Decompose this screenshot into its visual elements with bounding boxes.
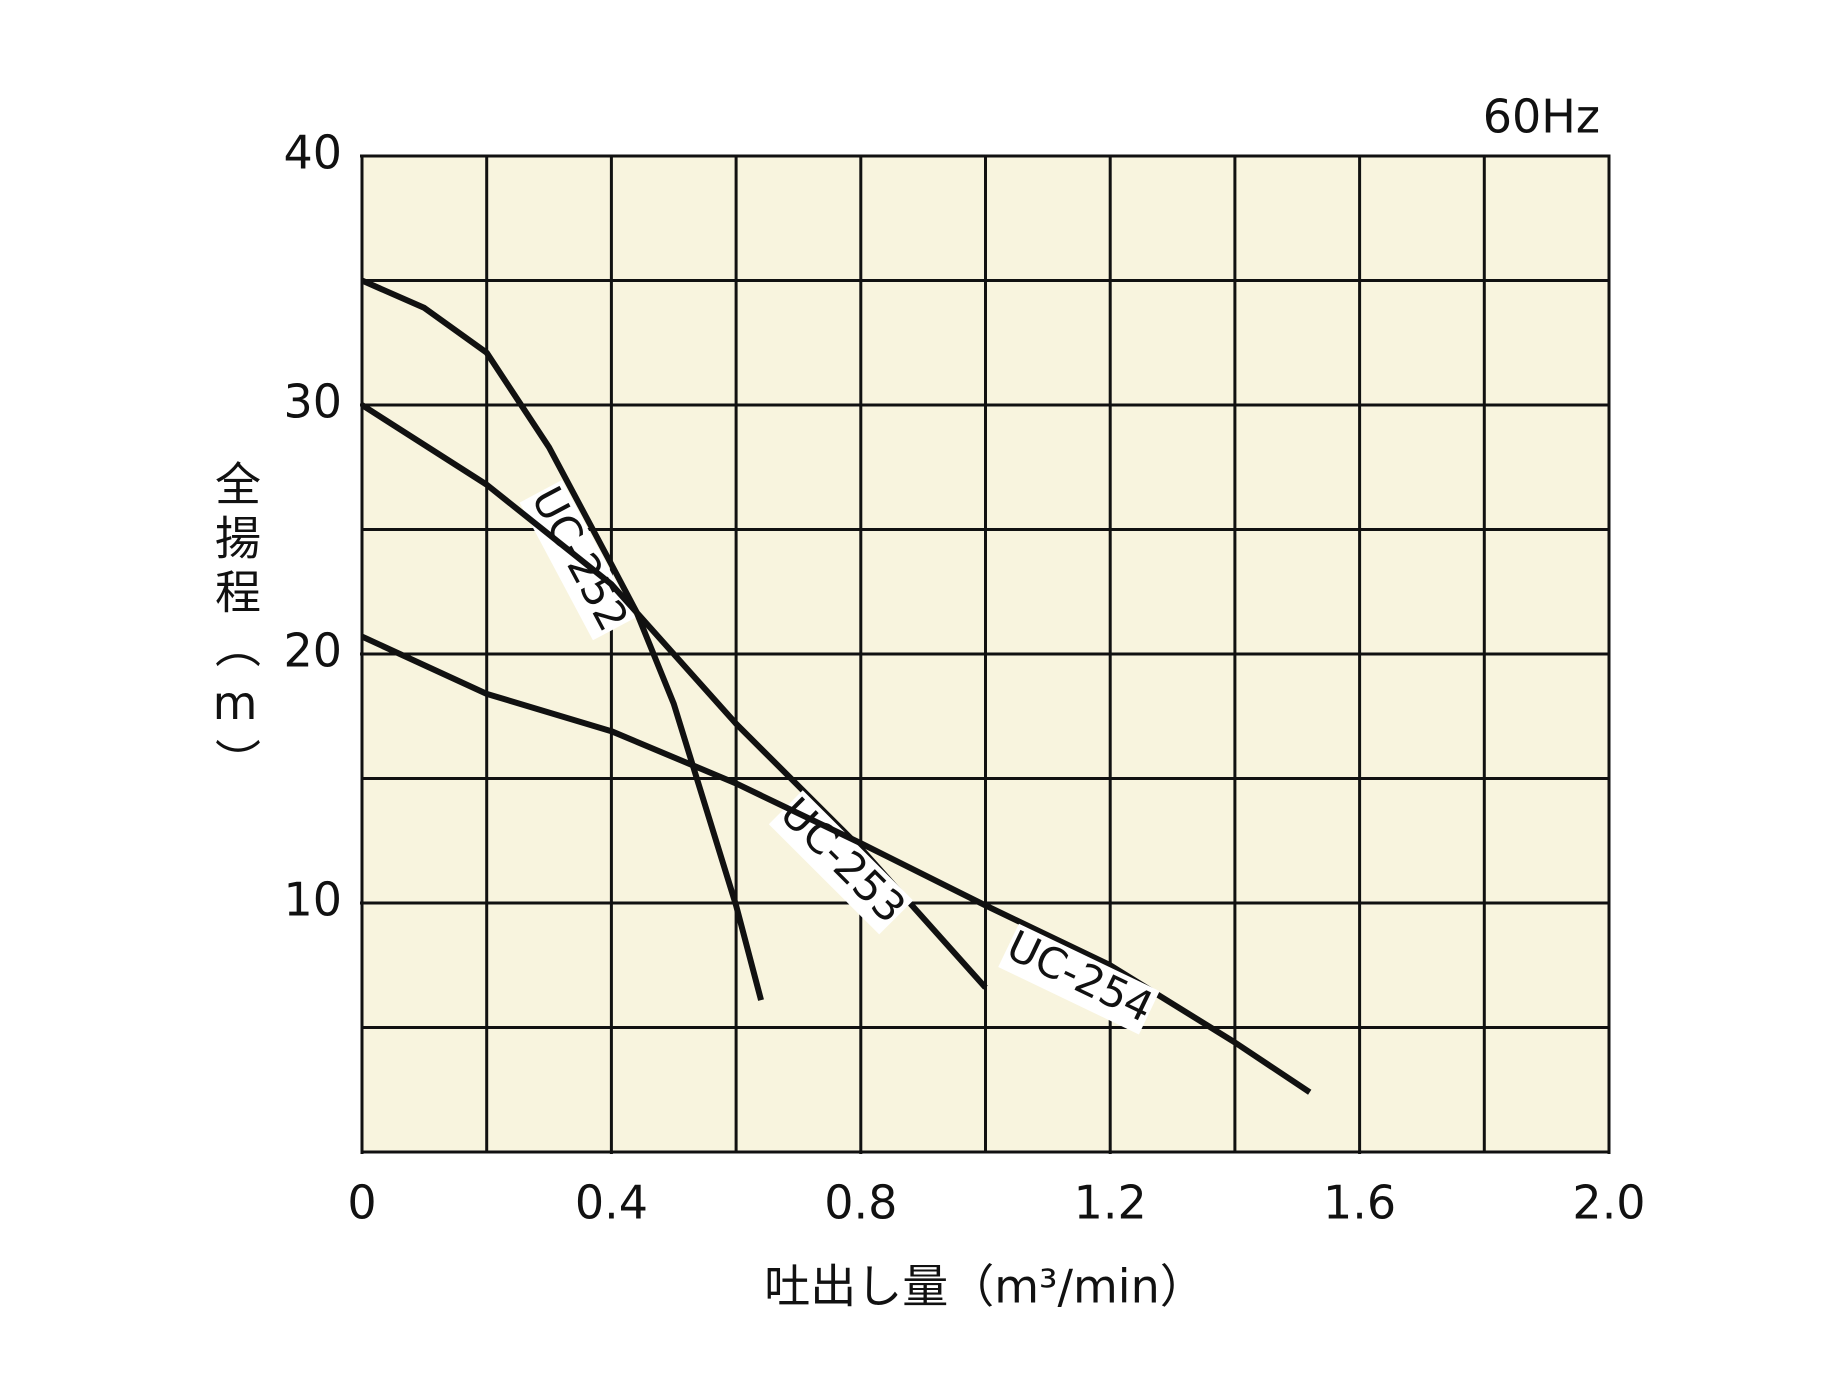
x-tick-label: 0 [347, 1176, 376, 1230]
x-tick-label: 1.2 [1074, 1176, 1147, 1230]
label-background [998, 923, 1160, 1035]
x-tick-label: 0.8 [824, 1176, 897, 1230]
y-axis-label: 全揚程（m） [208, 460, 262, 792]
y-tick-label: 40 [283, 126, 342, 180]
y-tick-label: 10 [283, 873, 342, 927]
curve [360, 277, 764, 1001]
curve [360, 633, 1312, 1095]
y-tick-label: 20 [283, 624, 342, 678]
x-axis-label: 吐出し量（m³/min） [764, 1260, 1206, 1314]
x-tick-label: 1.6 [1323, 1176, 1396, 1230]
x-tick-label: 2.0 [1572, 1176, 1645, 1230]
y-tick-label: 30 [283, 375, 342, 429]
chart-title: 60Hz [1483, 90, 1600, 144]
x-tick-label: 0.4 [575, 1176, 648, 1230]
plot-border [360, 154, 1611, 1154]
label-background [768, 790, 914, 935]
